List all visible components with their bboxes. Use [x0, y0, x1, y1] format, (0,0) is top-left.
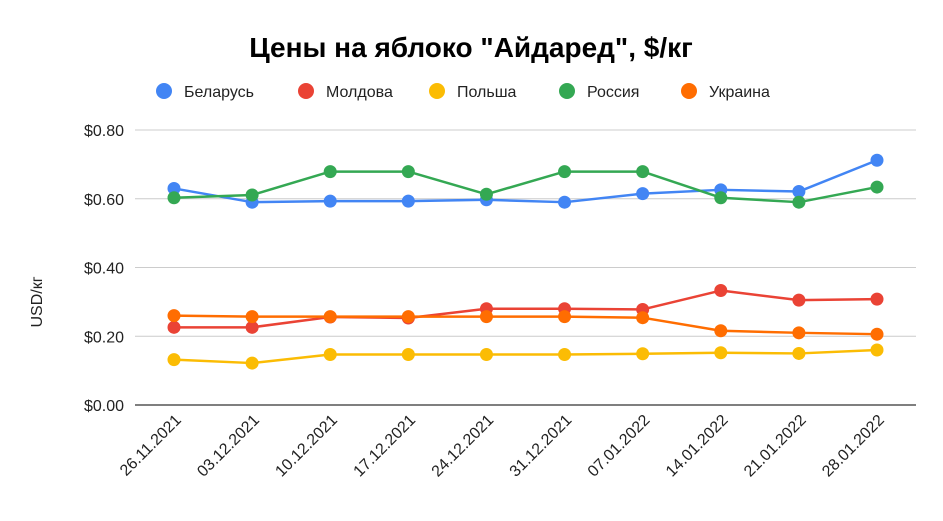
legend: Беларусь Молдова Польша Россия Украина	[156, 83, 770, 101]
data-point[interactable]	[714, 191, 728, 205]
y-axis-title: USD/кг	[29, 276, 46, 327]
data-point[interactable]	[479, 187, 493, 201]
gridlines	[135, 129, 916, 406]
data-point[interactable]	[245, 310, 259, 324]
data-point[interactable]	[323, 194, 337, 208]
series	[167, 284, 884, 334]
y-tick-label: $0.20	[84, 329, 124, 346]
x-tick-label: 24.12.2021	[429, 412, 498, 481]
data-point[interactable]	[870, 292, 884, 306]
x-tick-label: 28.01.2022	[819, 412, 888, 481]
series-line	[174, 289, 878, 329]
data-point[interactable]	[636, 347, 650, 361]
data-point[interactable]	[870, 153, 884, 167]
series	[167, 309, 884, 341]
data-point[interactable]	[167, 181, 181, 195]
legend-label: Россия	[587, 84, 639, 101]
data-point[interactable]	[167, 353, 181, 367]
data-point[interactable]	[714, 324, 728, 338]
data-point[interactable]	[636, 311, 650, 325]
data-point[interactable]	[479, 347, 493, 361]
legend-item[interactable]: Польша	[429, 83, 517, 101]
data-point[interactable]	[792, 185, 806, 199]
x-tick-label: 17.12.2021	[351, 412, 420, 481]
data-point[interactable]	[870, 327, 884, 341]
legend-item[interactable]: Украина	[681, 83, 770, 101]
data-point[interactable]	[558, 195, 572, 209]
data-point[interactable]	[714, 284, 728, 298]
data-point[interactable]	[636, 165, 650, 179]
legend-label: Польша	[457, 84, 517, 101]
data-point[interactable]	[245, 356, 259, 370]
series	[167, 165, 884, 209]
data-point[interactable]	[167, 320, 181, 334]
data-point[interactable]	[401, 194, 415, 208]
legend-marker	[156, 83, 172, 99]
x-tick-label: 14.01.2022	[663, 412, 732, 481]
x-tick-label: 21.01.2022	[741, 412, 810, 481]
legend-item[interactable]: Россия	[559, 83, 639, 101]
y-tick-label: $0.00	[84, 398, 124, 415]
data-point[interactable]	[870, 180, 884, 194]
series-group	[167, 153, 884, 370]
y-tick-label: $0.40	[84, 261, 124, 278]
data-point[interactable]	[558, 347, 572, 361]
y-tick-label: $0.60	[84, 192, 124, 209]
series-line	[173, 170, 878, 204]
legend-label: Украина	[709, 84, 770, 101]
legend-marker	[298, 83, 314, 99]
data-point[interactable]	[479, 310, 493, 324]
data-point[interactable]	[870, 343, 884, 357]
data-point[interactable]	[401, 347, 415, 361]
y-tick-label: $0.80	[84, 123, 124, 140]
legend-item[interactable]: Молдова	[298, 83, 393, 101]
series-line	[173, 314, 878, 336]
x-tick-label: 26.11.2021	[117, 412, 185, 480]
data-point[interactable]	[792, 293, 806, 307]
data-point[interactable]	[323, 347, 337, 361]
legend-marker	[681, 83, 697, 99]
legend-marker	[559, 83, 575, 99]
data-point[interactable]	[792, 326, 806, 340]
legend-label: Беларусь	[184, 84, 254, 101]
x-tick-label: 10.12.2021	[272, 412, 341, 481]
data-point[interactable]	[167, 309, 181, 323]
x-axis-ticks: 26.11.2021 03.12.2021 10.12.2021 17.12.2021…	[117, 412, 888, 481]
x-tick-label: 31.12.2021	[507, 412, 576, 481]
legend-item[interactable]: Беларусь	[156, 83, 254, 101]
data-point[interactable]	[558, 310, 572, 324]
data-point[interactable]	[401, 310, 415, 324]
legend-marker	[429, 83, 445, 99]
data-point[interactable]	[167, 191, 181, 205]
y-axis-ticks: $0.00 $0.20 $0.40 $0.60 $0.80	[84, 123, 124, 415]
data-point[interactable]	[323, 165, 337, 179]
chart-title: Цены на яблоко "Айдаред", $/кг	[249, 32, 693, 63]
data-point[interactable]	[323, 310, 337, 324]
x-tick-label: 03.12.2021	[194, 412, 263, 481]
data-point[interactable]	[558, 165, 572, 179]
series-line	[173, 348, 878, 365]
data-point[interactable]	[792, 195, 806, 209]
data-point[interactable]	[636, 187, 650, 201]
data-point[interactable]	[401, 165, 415, 179]
data-point[interactable]	[245, 188, 259, 202]
data-point[interactable]	[714, 346, 728, 360]
data-point[interactable]	[245, 320, 259, 334]
data-point[interactable]	[792, 346, 806, 360]
legend-label: Молдова	[326, 84, 393, 101]
x-tick-label: 07.01.2022	[585, 412, 654, 481]
series	[167, 343, 884, 370]
series-line	[173, 159, 878, 204]
